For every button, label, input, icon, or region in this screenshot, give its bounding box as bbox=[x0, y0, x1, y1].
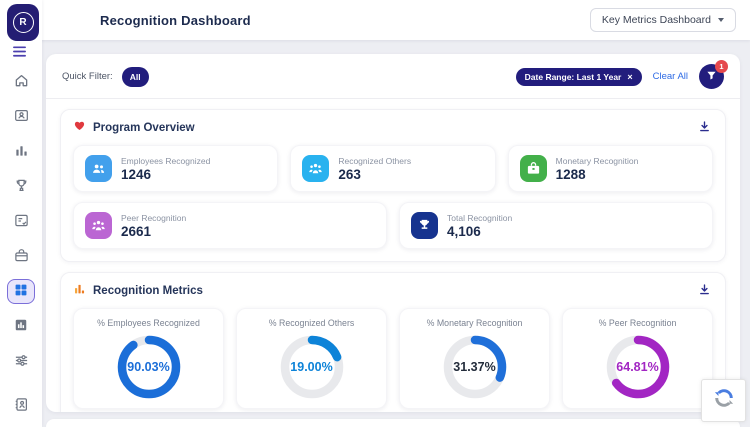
download-metrics-button[interactable] bbox=[696, 283, 713, 299]
recognition-metrics-title: Recognition Metrics bbox=[93, 285, 203, 297]
gauge-value: 90.03% bbox=[127, 360, 170, 374]
sidebar-item-form-check[interactable] bbox=[7, 209, 35, 234]
user-group-icon bbox=[302, 155, 330, 182]
dashboard-selector-label: Key Metrics Dashboard bbox=[601, 14, 711, 26]
stat-label: Monetary Recognition bbox=[555, 155, 639, 166]
sidebar-item-home[interactable] bbox=[7, 69, 35, 94]
donut-chart: 64.81% bbox=[605, 334, 671, 400]
filter-button[interactable]: 1 bbox=[699, 60, 728, 89]
gauge-title: % Peer Recognition bbox=[598, 318, 677, 328]
page-title: Recognition Dashboard bbox=[100, 12, 251, 28]
stat-card-employees-recognized: Employees Recognized 1246 bbox=[73, 145, 279, 192]
filter-bar: Quick Filter: All Date Range: Last 1 Yea… bbox=[46, 54, 740, 98]
program-overview-header: Program Overview bbox=[73, 119, 713, 145]
gauge-card-monetary-recognition: % Monetary Recognition 31.37% bbox=[399, 308, 550, 409]
stats-row-2: Peer Recognition 2661 Total Recognition … bbox=[73, 202, 713, 249]
donut-chart: 90.03% bbox=[116, 334, 182, 400]
briefcase-icon bbox=[519, 155, 547, 182]
gauge-title: % Recognized Others bbox=[268, 318, 355, 328]
bar-chart-icon bbox=[14, 143, 29, 161]
stat-card-total-recognition: Total Recognition 4,106 bbox=[399, 202, 713, 249]
filter-sliders-icon bbox=[14, 353, 29, 371]
donut-chart: 31.37% bbox=[442, 334, 508, 400]
user-group-icon bbox=[85, 212, 112, 239]
form-check-icon bbox=[14, 213, 29, 231]
sidebar bbox=[0, 0, 42, 427]
stat-label: Employees Recognized bbox=[121, 155, 211, 166]
sidebar-item-briefcase[interactable] bbox=[7, 244, 35, 269]
stat-value: 263 bbox=[338, 166, 361, 182]
quick-filter-group: Quick Filter: All bbox=[62, 66, 149, 87]
download-overview-button[interactable] bbox=[696, 120, 713, 136]
recaptcha-badge[interactable] bbox=[701, 379, 746, 422]
program-overview-section: Program Overview Employees Recognized 12… bbox=[60, 109, 726, 262]
orange-bar-chart-icon bbox=[73, 282, 86, 300]
gauge-value: 64.81% bbox=[616, 360, 659, 374]
stat-label: Recognized Others bbox=[338, 155, 412, 166]
gauge-title: % Employees Recognized bbox=[97, 318, 200, 328]
dashboard-grid-icon bbox=[14, 283, 28, 300]
chip-close-icon[interactable]: × bbox=[627, 71, 633, 82]
top-header: Recognition Dashboard Key Metrics Dashbo… bbox=[0, 0, 750, 40]
trophy-icon bbox=[14, 178, 29, 196]
next-section-panel bbox=[46, 419, 740, 427]
app-logo: R bbox=[7, 4, 39, 41]
stat-value: 1288 bbox=[555, 166, 586, 182]
filter-count-badge: 1 bbox=[715, 60, 728, 73]
donut-chart: 19.00% bbox=[279, 334, 345, 400]
gauge-value: 31.37% bbox=[453, 360, 496, 374]
download-icon bbox=[698, 284, 711, 299]
employee-card-icon bbox=[14, 108, 29, 126]
quick-filter-label: Quick Filter: bbox=[62, 71, 113, 82]
stat-card-peer-recognition: Peer Recognition 2661 bbox=[73, 202, 387, 249]
stat-value: 2661 bbox=[121, 223, 152, 239]
trophy-icon bbox=[411, 212, 438, 239]
sidebar-item-user-book[interactable] bbox=[7, 393, 35, 418]
hamburger-menu-icon[interactable] bbox=[12, 45, 27, 61]
date-range-chip-label: Date Range: Last 1 Year bbox=[524, 71, 622, 82]
sidebar-item-bar-chart[interactable] bbox=[7, 139, 35, 164]
stat-label: Total Recognition bbox=[447, 212, 513, 223]
home-icon bbox=[14, 73, 29, 91]
gauge-card-peer-recognition: % Peer Recognition 64.81% bbox=[562, 308, 713, 409]
stats-row-1: Employees Recognized 1246 Recognized Oth… bbox=[73, 145, 713, 192]
download-icon bbox=[698, 121, 711, 136]
heart-icon bbox=[73, 119, 86, 137]
sidebar-nav bbox=[0, 69, 42, 427]
date-range-chip[interactable]: Date Range: Last 1 Year × bbox=[515, 67, 642, 86]
stat-label: Peer Recognition bbox=[121, 212, 187, 223]
chevron-down-icon bbox=[718, 18, 724, 22]
recognition-metrics-section: Recognition Metrics % Employees Recogniz… bbox=[60, 272, 726, 412]
gauge-card-recognized-others: % Recognized Others 19.00% bbox=[236, 308, 387, 409]
recognition-metrics-header: Recognition Metrics bbox=[73, 282, 713, 308]
recaptcha-icon bbox=[712, 386, 736, 415]
sidebar-item-trophy[interactable] bbox=[7, 174, 35, 199]
stat-value: 1246 bbox=[121, 166, 152, 182]
program-overview-title: Program Overview bbox=[93, 122, 195, 134]
stat-value: 4,106 bbox=[447, 223, 481, 239]
users-icon bbox=[85, 155, 112, 182]
clear-all-button[interactable]: Clear All bbox=[652, 71, 688, 82]
user-book-icon bbox=[14, 397, 29, 415]
filter-actions: Date Range: Last 1 Year × Clear All 1 bbox=[515, 60, 728, 89]
gauge-title: % Monetary Recognition bbox=[426, 318, 523, 328]
app-logo-letter: R bbox=[12, 12, 34, 33]
main-panel: Quick Filter: All Date Range: Last 1 Yea… bbox=[46, 54, 740, 412]
quick-filter-all-pill[interactable]: All bbox=[121, 66, 149, 87]
chart-box-icon bbox=[14, 318, 28, 335]
dashboard-selector[interactable]: Key Metrics Dashboard bbox=[589, 8, 736, 32]
sidebar-item-filter-sliders[interactable] bbox=[7, 349, 35, 374]
gauges-row: % Employees Recognized 90.03% % Recogniz… bbox=[73, 308, 713, 409]
gauge-value: 19.00% bbox=[290, 360, 333, 374]
divider bbox=[46, 98, 740, 99]
briefcase-icon bbox=[14, 248, 29, 266]
sidebar-item-employee-card[interactable] bbox=[7, 104, 35, 129]
stat-card-recognized-others: Recognized Others 263 bbox=[290, 145, 496, 192]
sidebar-item-chart-box[interactable] bbox=[7, 314, 35, 339]
funnel-icon bbox=[706, 69, 717, 84]
gauge-card-employees-recognized: % Employees Recognized 90.03% bbox=[73, 308, 224, 409]
sidebar-item-dashboard-grid[interactable] bbox=[7, 279, 35, 304]
stat-card-monetary-recognition: Monetary Recognition 1288 bbox=[507, 145, 713, 192]
